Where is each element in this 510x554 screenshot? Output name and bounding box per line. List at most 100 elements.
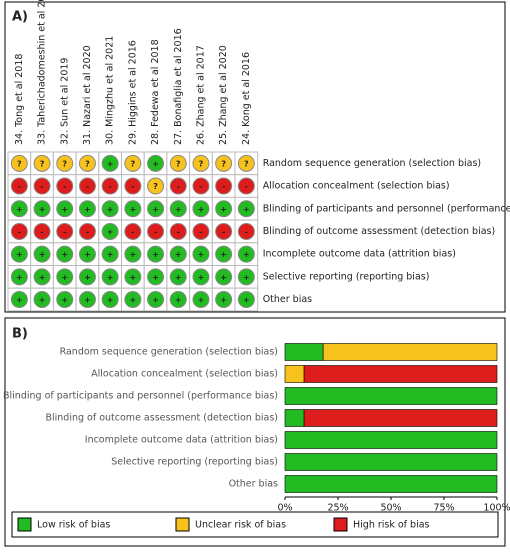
judgement-dot bbox=[10, 200, 28, 218]
judgement-symbol: ? bbox=[176, 159, 181, 168]
judgement-dot bbox=[78, 200, 96, 218]
domain-label: Blinding of outcome assessment (detectio… bbox=[263, 226, 496, 237]
judgement-dot bbox=[169, 222, 187, 240]
judgement-dot bbox=[56, 268, 74, 286]
judgement-dot bbox=[10, 291, 28, 309]
judgement-symbol: + bbox=[175, 205, 182, 214]
judgement-dot bbox=[169, 268, 187, 286]
judgement-symbol: + bbox=[220, 250, 227, 259]
category-label: Incomplete outcome data (attrition bias) bbox=[85, 435, 278, 446]
study-label: 27. Bonafiglia et al 2016 bbox=[173, 28, 184, 145]
judgement-symbol: - bbox=[131, 227, 134, 236]
judgement-dot bbox=[124, 268, 142, 286]
legend-swatch bbox=[17, 517, 32, 532]
judgement-symbol: + bbox=[39, 296, 46, 305]
judgement-symbol: + bbox=[175, 250, 182, 259]
judgement-symbol: - bbox=[86, 182, 89, 191]
judgement-dot bbox=[237, 268, 255, 286]
judgement-dot bbox=[169, 154, 187, 172]
judgement-dot bbox=[237, 222, 255, 240]
judgement-symbol: + bbox=[107, 205, 114, 214]
judgement-symbol: + bbox=[220, 273, 227, 282]
bar-segment bbox=[284, 365, 305, 383]
study-label: 31. Nazari et al 2020 bbox=[82, 45, 93, 145]
judgement-dot bbox=[10, 222, 28, 240]
bar-segment bbox=[284, 343, 324, 361]
judgement-symbol: ? bbox=[40, 159, 45, 168]
judgement-symbol: ? bbox=[153, 182, 158, 191]
judgement-symbol: + bbox=[16, 205, 23, 214]
judgement-symbol: + bbox=[84, 296, 91, 305]
judgement-dot bbox=[33, 268, 51, 286]
judgement-symbol: + bbox=[107, 296, 114, 305]
category-label: Other bias bbox=[229, 479, 278, 490]
x-tick-label: 100% bbox=[483, 503, 510, 514]
judgement-dot bbox=[33, 245, 51, 263]
judgement-symbol: + bbox=[220, 296, 227, 305]
bar-segment bbox=[284, 475, 498, 493]
study-label: 24. Kong et al 2016 bbox=[241, 52, 252, 145]
judgement-symbol: ? bbox=[62, 159, 67, 168]
category-label: Selective reporting (reporting bias) bbox=[111, 457, 278, 468]
judgement-symbol: - bbox=[108, 182, 111, 191]
judgement-dot bbox=[56, 222, 74, 240]
judgement-symbol: - bbox=[86, 227, 89, 236]
judgement-symbol: + bbox=[84, 250, 91, 259]
judgement-symbol: + bbox=[243, 250, 250, 259]
category-label: Allocation concealment (selection bias) bbox=[91, 369, 278, 380]
judgement-symbol: + bbox=[152, 296, 159, 305]
judgement-dot bbox=[101, 245, 119, 263]
judgement-dot bbox=[124, 222, 142, 240]
judgement-symbol: ? bbox=[131, 159, 136, 168]
judgement-dot bbox=[192, 154, 210, 172]
judgement-dot bbox=[169, 245, 187, 263]
bar-segment bbox=[284, 409, 305, 427]
judgement-dot bbox=[10, 154, 28, 172]
judgement-symbol: + bbox=[16, 250, 23, 259]
judgement-symbol: ? bbox=[17, 159, 22, 168]
judgement-dot bbox=[237, 200, 255, 218]
judgement-symbol: + bbox=[107, 250, 114, 259]
domain-label: Blinding of participants and personnel (… bbox=[263, 203, 510, 214]
legend-label: Low risk of bias bbox=[37, 520, 110, 531]
judgement-dot bbox=[101, 291, 119, 309]
judgement-dot bbox=[33, 177, 51, 195]
panel-label: A) bbox=[12, 10, 28, 25]
judgement-symbol: + bbox=[152, 273, 159, 282]
judgement-symbol: + bbox=[107, 227, 114, 236]
judgement-dot bbox=[56, 291, 74, 309]
judgement-dot bbox=[237, 291, 255, 309]
judgement-symbol: + bbox=[175, 296, 182, 305]
judgement-dot bbox=[147, 177, 165, 195]
x-tick-label: 50% bbox=[380, 503, 401, 514]
judgement-dot bbox=[56, 245, 74, 263]
judgement-dot bbox=[78, 222, 96, 240]
judgement-dot bbox=[192, 222, 210, 240]
judgement-dot bbox=[169, 177, 187, 195]
judgement-dot bbox=[33, 291, 51, 309]
judgement-symbol: + bbox=[84, 205, 91, 214]
judgement-symbol: - bbox=[18, 182, 21, 191]
judgement-dot bbox=[10, 245, 28, 263]
judgement-dot bbox=[56, 177, 74, 195]
judgement-dot bbox=[215, 222, 233, 240]
judgement-dot bbox=[33, 154, 51, 172]
judgement-symbol: - bbox=[177, 227, 180, 236]
judgement-symbol: + bbox=[39, 250, 46, 259]
judgement-symbol: + bbox=[39, 205, 46, 214]
panel-label: B) bbox=[12, 327, 28, 342]
judgement-symbol: - bbox=[63, 227, 66, 236]
judgement-symbol: + bbox=[129, 296, 136, 305]
judgement-symbol: + bbox=[243, 296, 250, 305]
judgement-dot bbox=[124, 291, 142, 309]
bar-segment bbox=[284, 431, 498, 449]
judgement-dot bbox=[78, 245, 96, 263]
judgement-symbol: - bbox=[222, 182, 225, 191]
judgement-dot bbox=[147, 291, 165, 309]
judgement-symbol: - bbox=[222, 227, 225, 236]
judgement-symbol: + bbox=[198, 273, 205, 282]
judgement-dot bbox=[192, 177, 210, 195]
judgement-symbol: + bbox=[152, 250, 159, 259]
judgement-dot bbox=[78, 154, 96, 172]
judgement-dot bbox=[78, 268, 96, 286]
